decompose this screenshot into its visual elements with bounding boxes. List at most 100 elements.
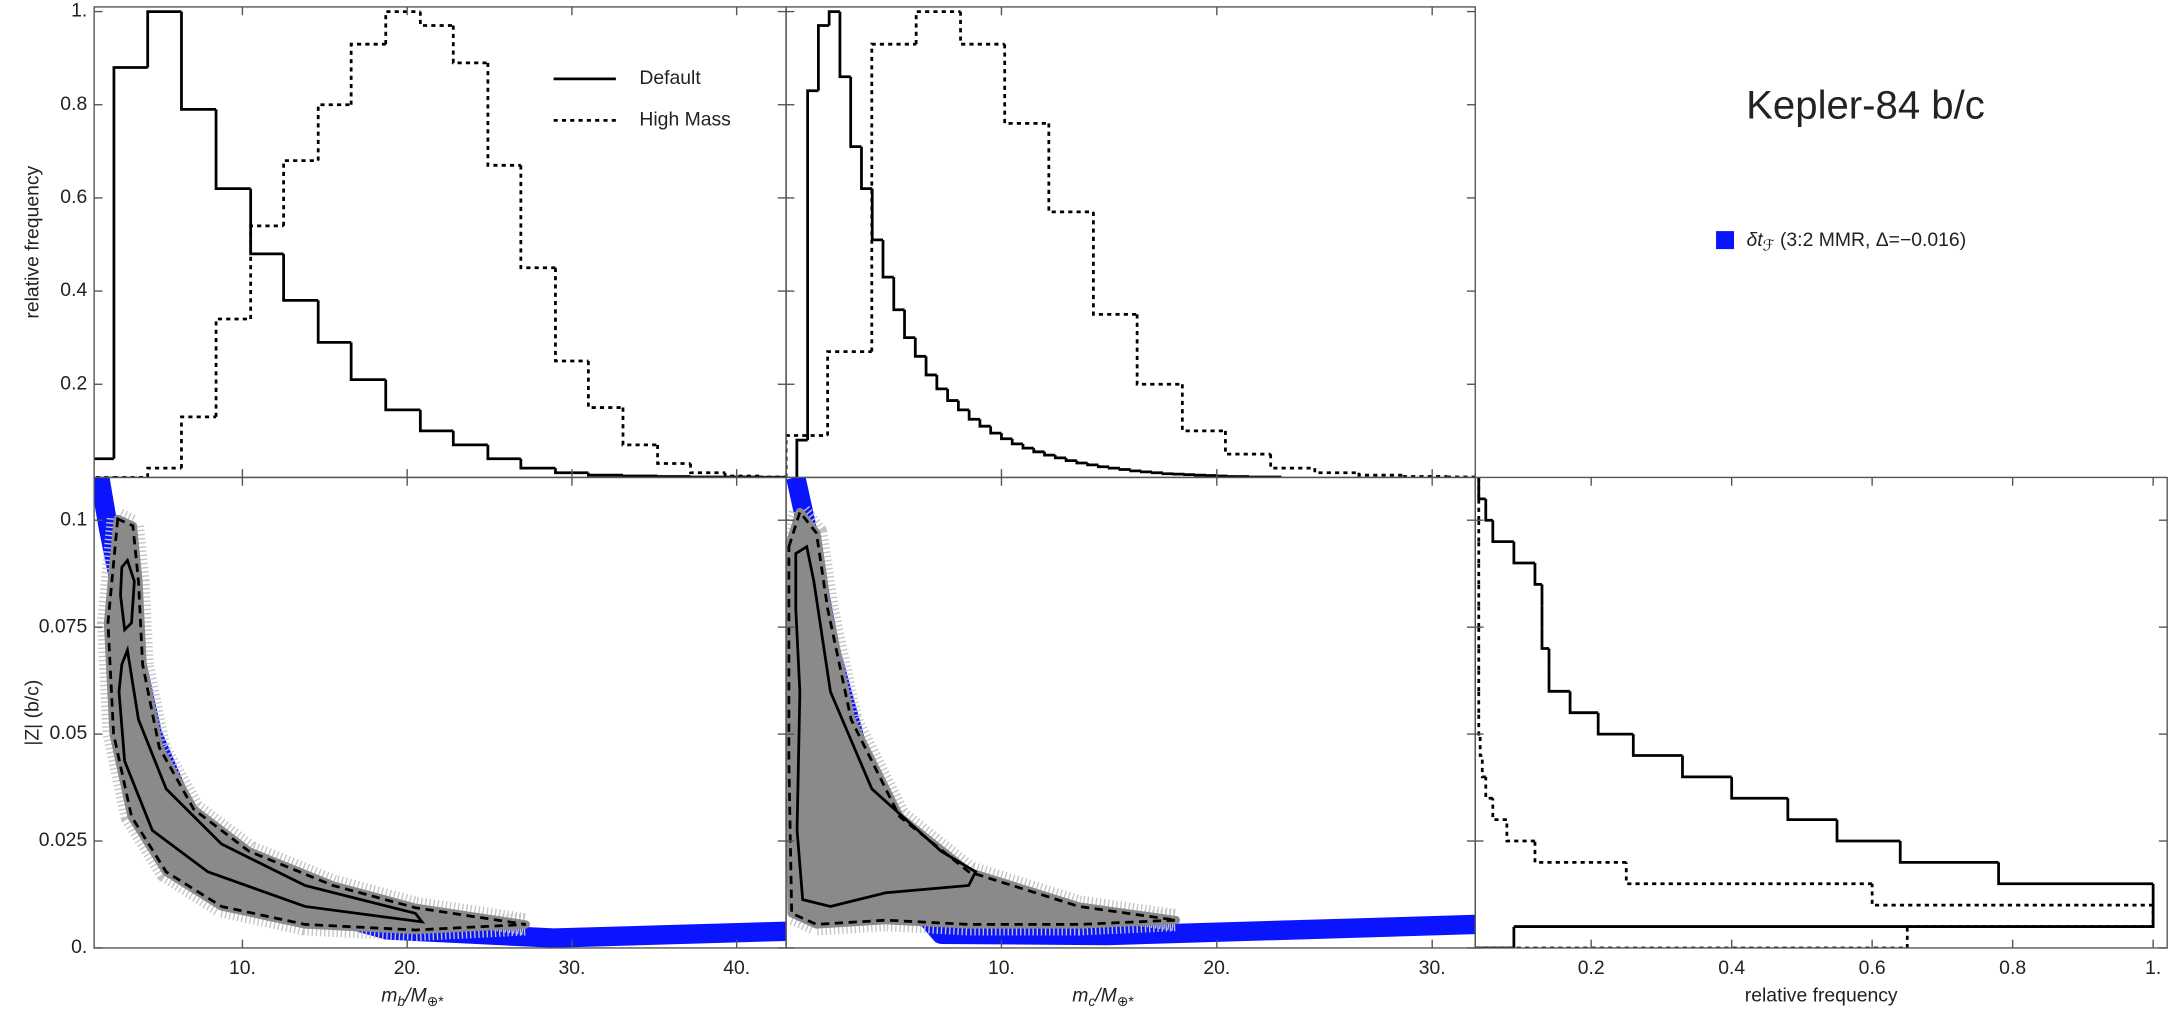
histogram-step bbox=[519, 458, 556, 470]
histogram-step bbox=[1047, 123, 1094, 214]
inner-contour bbox=[117, 645, 426, 924]
histogram-step bbox=[349, 42, 386, 105]
histogram-step bbox=[1135, 314, 1183, 386]
histogram-step bbox=[1491, 520, 1514, 543]
histogram-step bbox=[1129, 469, 1142, 473]
x-tick-label: 1. bbox=[2145, 957, 2161, 979]
histogram-step bbox=[1140, 470, 1153, 474]
x-axis-label: mc/M⊕* bbox=[1072, 984, 1134, 1008]
histogram-step bbox=[180, 415, 217, 469]
histogram-step bbox=[249, 224, 284, 320]
y-tick-label: 0.1 bbox=[60, 508, 87, 530]
histogram-step bbox=[806, 89, 819, 441]
histogram-step bbox=[1224, 430, 1271, 456]
outer-contour bbox=[787, 509, 1177, 926]
inner-contour bbox=[119, 557, 136, 633]
y-tick-label: 0.075 bbox=[39, 615, 87, 637]
histogram-step bbox=[621, 474, 658, 478]
histogram-step bbox=[914, 10, 961, 45]
histogram-step bbox=[1624, 862, 1873, 886]
x-tick-label: 20. bbox=[394, 957, 421, 979]
plot-area bbox=[786, 10, 1476, 478]
histogram-step bbox=[1096, 464, 1110, 469]
histogram-step bbox=[1533, 841, 1627, 864]
histogram-step bbox=[384, 379, 421, 412]
histogram-step bbox=[621, 407, 658, 447]
histogram-step bbox=[1480, 755, 1486, 779]
y-tick-label: 0.8 bbox=[60, 93, 87, 115]
histogram-step bbox=[1003, 44, 1049, 125]
histogram-step bbox=[903, 309, 916, 340]
histogram-step bbox=[1043, 451, 1056, 457]
x-tick-label: 0.4 bbox=[1718, 957, 1745, 979]
histogram-step bbox=[112, 66, 148, 459]
histogram-step bbox=[1898, 841, 1999, 864]
histogram-step bbox=[587, 472, 623, 477]
x-tick-label: 10. bbox=[229, 957, 256, 979]
histogram-step bbox=[1478, 734, 1483, 757]
y-tick-label: 0.025 bbox=[39, 829, 87, 851]
histogram-step bbox=[1092, 211, 1138, 316]
histogram-step bbox=[1997, 862, 2154, 886]
histogram-step bbox=[786, 434, 828, 478]
histogram-step bbox=[1547, 669, 1571, 693]
y-axis-label: |Z| (b/c) bbox=[21, 680, 43, 746]
histogram-step bbox=[946, 388, 959, 402]
histogram-step bbox=[1505, 819, 1535, 843]
legend-label-part: δt bbox=[1746, 229, 1764, 251]
histogram-step bbox=[860, 146, 873, 190]
histogram-step bbox=[826, 350, 872, 436]
histogram-step bbox=[913, 337, 927, 358]
histogram-step bbox=[1533, 562, 1542, 586]
histogram-step bbox=[214, 109, 251, 190]
x-tick-label: 0.6 bbox=[1859, 957, 1886, 979]
histogram-step bbox=[1730, 776, 1788, 800]
histogram-step bbox=[1512, 541, 1535, 565]
legend-label-part: ℱ bbox=[1763, 237, 1775, 254]
histogram-step bbox=[1086, 462, 1099, 467]
histogram-step bbox=[316, 103, 352, 161]
legend-label: δtℱ (3:2 MMR, Δ=−0.016) bbox=[1746, 229, 1966, 254]
histogram-step bbox=[249, 188, 284, 256]
plot-area bbox=[94, 10, 787, 478]
x-axis-label-part: /M bbox=[1093, 984, 1117, 1006]
histogram-step bbox=[1484, 498, 1493, 522]
x-tick-label: 0.8 bbox=[1999, 957, 2026, 979]
histogram-step bbox=[989, 426, 1002, 435]
histogram-step bbox=[1075, 460, 1088, 465]
y-tick-label: 0.6 bbox=[60, 186, 87, 208]
legend-label: Default bbox=[639, 67, 701, 89]
outer-contour bbox=[106, 516, 526, 932]
histogram-step bbox=[978, 419, 991, 428]
histogram-step bbox=[94, 457, 114, 461]
histogram-step bbox=[838, 11, 851, 79]
x-axis-label-part: c bbox=[1088, 993, 1095, 1009]
x-axis-label-part: ⊕* bbox=[1117, 993, 1135, 1009]
plot-area bbox=[786, 477, 1476, 946]
y-tick-label: 0.2 bbox=[60, 372, 87, 394]
histogram-step bbox=[146, 10, 182, 68]
inner-contour bbox=[794, 544, 978, 908]
histogram-step bbox=[1540, 627, 1550, 650]
histogram-step bbox=[1596, 712, 1634, 736]
histogram-step bbox=[1010, 438, 1023, 446]
histogram-step bbox=[384, 10, 421, 45]
histogram-step bbox=[1402, 475, 1448, 478]
histogram-step bbox=[849, 76, 862, 149]
histogram-step bbox=[795, 438, 808, 478]
histogram-step bbox=[1000, 433, 1013, 441]
histogram-step bbox=[486, 62, 521, 167]
histogram-step bbox=[723, 472, 760, 478]
panel-frame bbox=[785, 6, 1476, 479]
x-tick-label: 0.2 bbox=[1578, 957, 1605, 979]
histogram-step bbox=[451, 25, 488, 65]
histogram-step bbox=[1491, 798, 1507, 822]
histogram-step bbox=[1161, 472, 1174, 476]
x-tick-label: 40. bbox=[723, 957, 750, 979]
panel-frame bbox=[1474, 476, 2168, 949]
x-tick-label: 30. bbox=[558, 957, 585, 979]
plot-area bbox=[1475, 477, 2155, 948]
histogram-step bbox=[1053, 455, 1067, 460]
histogram-step bbox=[827, 10, 840, 26]
